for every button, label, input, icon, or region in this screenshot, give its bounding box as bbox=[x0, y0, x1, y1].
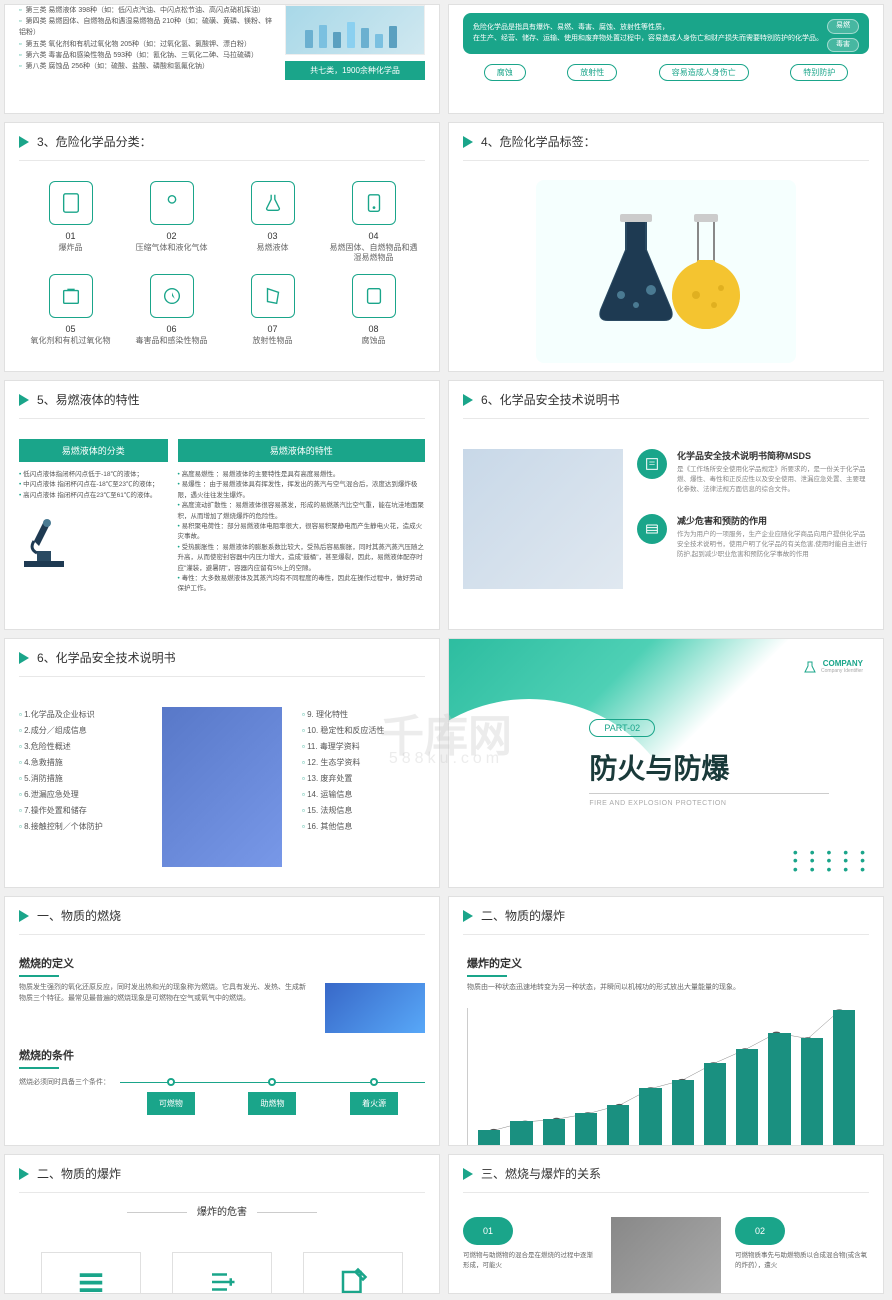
msds-item: 化学品安全技术说明书简称MSDS是《工作场所安全使用化学品规定》所要求的，是一份… bbox=[637, 449, 869, 494]
play-icon bbox=[463, 1168, 473, 1180]
category-card: 05氧化剂和有机过氧化物 bbox=[25, 274, 116, 346]
play-icon bbox=[463, 394, 473, 406]
item-icon bbox=[637, 449, 667, 479]
play-icon bbox=[19, 136, 29, 148]
slide-labels: 4、危险化学品标签： bbox=[448, 122, 884, 372]
part-badge: PART-02 bbox=[589, 719, 655, 737]
chart-bar bbox=[543, 1119, 565, 1146]
list-item: 2.成分／组成信息 bbox=[19, 723, 142, 739]
list-item: 第五类 氧化剂和有机过氧化物 205种（如：过氧化氢、氯酸钾、漂白粉） bbox=[19, 39, 275, 50]
bottom-tag: 放射性 bbox=[567, 64, 617, 81]
category-icon bbox=[49, 181, 93, 225]
list-item: 8.接触控制／个体防护 bbox=[19, 819, 142, 835]
dna-image bbox=[325, 983, 425, 1033]
condition-node bbox=[268, 1078, 276, 1086]
slide-msds-1: 6、化学品安全技术说明书 化学品安全技术说明书简称MSDS是《工作场所安全使用化… bbox=[448, 380, 884, 630]
category-icon bbox=[251, 274, 295, 318]
gloves-image bbox=[162, 707, 282, 867]
list-item: 13. 废弃处置 bbox=[302, 771, 425, 787]
scientist-image bbox=[463, 449, 623, 589]
list-item: 16. 其他信息 bbox=[302, 819, 425, 835]
flask-illustration bbox=[536, 180, 796, 363]
microscope-icon bbox=[19, 511, 168, 574]
category-card: 03易燃液体 bbox=[227, 181, 318, 264]
play-icon bbox=[19, 1168, 29, 1180]
category-card: 04易燃固体、自燃物品和遇湿易燃物品 bbox=[328, 181, 419, 264]
condition-node bbox=[370, 1078, 378, 1086]
msds-item: 减少危害和预防的作用作为为用户的一项服务，生产企业应随化学商品向用户提供化学品安… bbox=[637, 514, 869, 559]
chart-bar bbox=[704, 1063, 726, 1146]
slide-part-divider: COMPANYCompany Identifier PART-02 防火与防爆 … bbox=[448, 638, 884, 888]
list-item: 5.消防措施 bbox=[19, 771, 142, 787]
side-tag: 易燃 bbox=[827, 19, 859, 34]
chart-bar bbox=[575, 1113, 597, 1146]
list-item: 4.急救措施 bbox=[19, 755, 142, 771]
explosion-chart bbox=[467, 1008, 865, 1147]
category-card: 02压缩气体和液化气体 bbox=[126, 181, 217, 264]
category-icon bbox=[49, 274, 93, 318]
category-card: 06毒害品和感染性物品 bbox=[126, 274, 217, 346]
slide-msds-2: 6、化学品安全技术说明书 1.化学品及企业标识2.成分／组成信息3.危险性概述4… bbox=[4, 638, 440, 888]
category-card: 01爆炸品 bbox=[25, 181, 116, 264]
chart-bar bbox=[768, 1033, 790, 1146]
condition-node bbox=[167, 1078, 175, 1086]
bottom-tag: 容易造成人身伤亡 bbox=[659, 64, 749, 81]
chart-bar bbox=[478, 1130, 500, 1146]
watermark-sub: 588ku.com bbox=[389, 750, 503, 768]
play-icon bbox=[19, 910, 29, 922]
category-card: 07放射性物品 bbox=[227, 274, 318, 346]
slide-flammable-props: 5、易燃液体的特性 易燃液体的分类 低闪点液体指闭杯闪点低于-18℃的液体；中闪… bbox=[4, 380, 440, 630]
lab-image bbox=[285, 5, 425, 55]
chart-bar bbox=[510, 1121, 532, 1146]
chemical-list: 第三类 易燃液体 398种（如：低闪点汽油、中闪点松节油、高闪点硝机挥油）第四类… bbox=[19, 5, 275, 80]
chart-bar bbox=[672, 1080, 694, 1146]
list-item: 6.泄漏应急处理 bbox=[19, 787, 142, 803]
category-icon bbox=[150, 181, 194, 225]
list-item: 1.化学品及企业标识 bbox=[19, 707, 142, 723]
category-icon bbox=[352, 274, 396, 318]
list-item: 第四类 易燃固体、自燃物品和遇湿易燃物品 210种（如：硫磺、黄磷、镁粉、锌铝粉… bbox=[19, 16, 275, 38]
harm-icon-2 bbox=[172, 1252, 272, 1294]
list-item: 3.危险性概述 bbox=[19, 739, 142, 755]
list-item: 15. 法规信息 bbox=[302, 803, 425, 819]
category-icon bbox=[352, 181, 396, 225]
list-item: 10. 稳定性和反应活性 bbox=[302, 723, 425, 739]
chart-bar bbox=[736, 1049, 758, 1146]
bottom-tag: 腐蚀 bbox=[484, 64, 526, 81]
play-icon bbox=[463, 136, 473, 148]
list-item: 14. 运输信息 bbox=[302, 787, 425, 803]
slide-explosion-harm: 二、物质的爆炸 爆炸的危害 bbox=[4, 1154, 440, 1294]
slide-explosion: 二、物质的爆炸 爆炸的定义 物质由一种状态迅速地转变为另一种状态，并瞬间以机械功… bbox=[448, 896, 884, 1146]
chart-bar bbox=[801, 1038, 823, 1146]
harm-icon-1 bbox=[41, 1252, 141, 1294]
slide-definition: 危险化学品是指具有爆炸、易燃、毒害、腐蚀、放射性等性质， 在生产、经营、储存、运… bbox=[448, 4, 884, 114]
summary-tag: 共七类，1900余种化学品 bbox=[285, 61, 425, 80]
play-icon bbox=[19, 652, 29, 664]
bottom-tag: 特别防护 bbox=[790, 64, 848, 81]
slide-classification: 3、危险化学品分类： 01爆炸品02压缩气体和液化气体03易燃液体04易燃固体、… bbox=[4, 122, 440, 372]
section-title: 防火与防爆 bbox=[589, 747, 829, 787]
list-item: 7.操作处置和储存 bbox=[19, 803, 142, 819]
list-item: 第三类 易燃液体 398种（如：低闪点汽油、中闪点松节油、高闪点硝机挥油） bbox=[19, 5, 275, 16]
list-item: 第六类 毒害品和感染性物品 593种（如：氰化钠、三氧化二砷、马拉硫磷） bbox=[19, 50, 275, 61]
slide-combustion: 一、物质的燃烧 燃烧的定义 物质发生强烈的氧化还原反应，同时发出热和光的现象称为… bbox=[4, 896, 440, 1146]
list-item: 第八类 腐蚀品 256种（如：硫酸、盐酸、磷酸和氢氟化钠） bbox=[19, 61, 275, 72]
harm-icon-3 bbox=[303, 1252, 403, 1294]
item-icon bbox=[637, 514, 667, 544]
slide-overview-list: 第三类 易燃液体 398种（如：低闪点汽油、中闪点松节油、高闪点硝机挥油）第四类… bbox=[4, 4, 440, 114]
side-tag: 毒害 bbox=[827, 38, 859, 53]
play-icon bbox=[463, 910, 473, 922]
lab-image bbox=[611, 1217, 721, 1294]
list-item: 9. 理化特性 bbox=[302, 707, 425, 723]
chart-bar bbox=[607, 1105, 629, 1146]
slide-relationship: 三、燃烧与爆炸的关系 01可燃物与助燃物的混合是在燃烧的过程中逐渐形成，可能火0… bbox=[448, 1154, 884, 1294]
play-icon bbox=[19, 394, 29, 406]
category-icon bbox=[150, 274, 194, 318]
category-card: 08腐蚀品 bbox=[328, 274, 419, 346]
chart-bar bbox=[833, 1010, 855, 1146]
company-logo: COMPANYCompany Identifier bbox=[803, 659, 863, 674]
category-icon bbox=[251, 181, 295, 225]
chart-bar bbox=[639, 1088, 661, 1146]
